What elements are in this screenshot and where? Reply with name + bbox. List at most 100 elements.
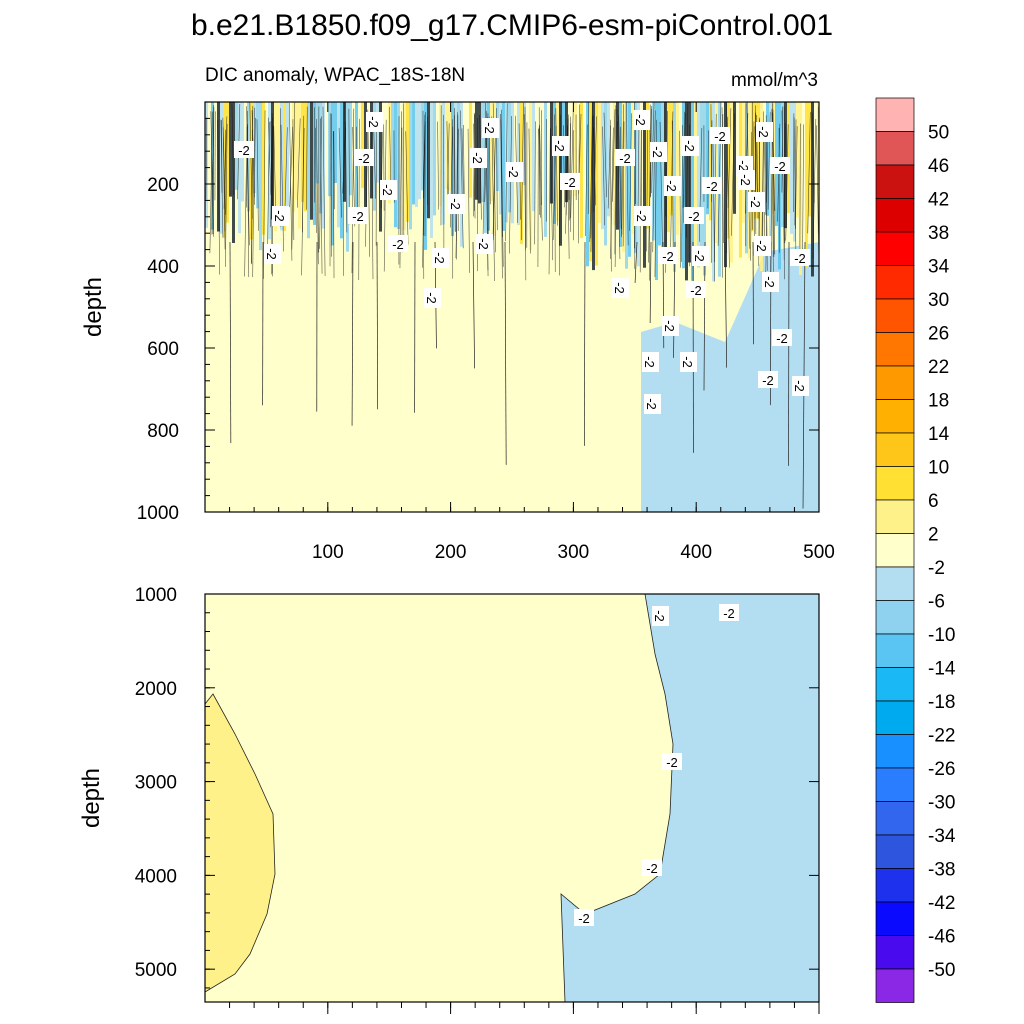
upper-panel: DIC anomaly, WPAC_18S-18N mmol/m^3 -2-2-… — [80, 65, 835, 563]
upper-surface-strip — [580, 102, 583, 238]
upper-surface-strip — [310, 102, 313, 220]
colorbar-tick-label: -30 — [928, 793, 955, 814]
upper-contour-line — [315, 127, 317, 233]
upper-axes: 100 200 300 400 500 200 400 600 800 1000 — [137, 102, 835, 563]
upper-surface-strip — [382, 102, 385, 238]
upper-contour-label: -2 — [686, 281, 706, 298]
colorbar-swatch — [875, 499, 915, 534]
upper-contour-line — [297, 118, 301, 208]
colorbar-tick-label: -50 — [928, 960, 955, 981]
upper-contour-label-text: -2 — [762, 373, 774, 388]
upper-x-tick-label: 500 — [803, 542, 835, 563]
upper-surface-strip — [226, 102, 229, 223]
upper-y-axis-label: depth — [80, 277, 107, 337]
upper-surface-strip — [379, 102, 382, 232]
upper-contour-line — [727, 108, 732, 208]
upper-x-tick-label: 200 — [435, 542, 467, 563]
upper-contour-spike — [703, 241, 706, 391]
upper-contour-line — [405, 131, 409, 245]
colorbar-swatch — [875, 265, 915, 300]
upper-contour-label-box — [633, 110, 650, 130]
colorbar-tick-label: -42 — [928, 893, 955, 914]
upper-contour-label: -2 — [662, 316, 679, 336]
upper-contour-line — [717, 102, 722, 246]
lower-contour-label: -2 — [574, 909, 594, 926]
upper-surface-strip — [436, 102, 439, 192]
upper-contour-label: -2 — [790, 249, 810, 266]
upper-surface-strip — [694, 102, 697, 259]
upper-contour-line — [343, 102, 345, 276]
colorbar-tick-label: 18 — [928, 391, 949, 412]
upper-y-tick-label: 400 — [147, 257, 179, 278]
upper-contour-line — [447, 123, 450, 195]
upper-surface-strip — [232, 102, 235, 243]
upper-contour-line — [648, 109, 652, 263]
lower-panel: -2 -2 -2 -2 -2 1000 2000 3000 4000 5000 depth — [78, 585, 820, 1014]
upper-contour-line — [273, 125, 277, 217]
upper-contour-label-box — [388, 235, 408, 252]
upper-contour-label-text: -2 — [736, 160, 751, 172]
upper-contour-line — [602, 126, 606, 226]
colorbar-swatch — [875, 97, 915, 132]
upper-x-tick-label: 300 — [558, 542, 590, 563]
upper-contour-line — [799, 123, 801, 264]
upper-contour-label: -2 — [366, 112, 383, 132]
upper-surface-strip — [406, 102, 409, 222]
upper-surface-strip — [757, 102, 760, 220]
upper-y-tick-label: 200 — [147, 175, 179, 196]
upper-contour-spike — [504, 241, 507, 465]
upper-contour-line — [794, 119, 797, 226]
upper-surface-strip — [724, 102, 727, 268]
upper-surface-strip — [814, 102, 817, 237]
upper-contour-label: -2 — [506, 162, 523, 182]
lower-contour-labels: -2 -2 -2 -2 -2 — [574, 604, 739, 926]
upper-contour-line — [524, 106, 527, 281]
upper-contour-label-box — [680, 352, 697, 372]
upper-x-tick-label: 400 — [680, 542, 712, 563]
colorbar-tick-label: 50 — [928, 123, 949, 144]
upper-contour-label-box — [710, 127, 730, 144]
colorbar-swatch — [875, 298, 915, 333]
upper-surface-strip — [676, 102, 679, 235]
colorbar-swatch — [875, 801, 915, 836]
upper-contour-spike — [472, 241, 475, 369]
colorbar-tick-label: -22 — [928, 726, 955, 747]
upper-surface-strip — [574, 102, 577, 197]
upper-surface-strip — [592, 102, 595, 271]
upper-plot-frame — [204, 101, 820, 513]
colorbar-tick-label: 46 — [928, 156, 949, 177]
upper-surface-strip — [427, 102, 430, 219]
upper-y-tick-label: 800 — [147, 421, 179, 442]
upper-contour-label-box — [380, 180, 397, 200]
upper-surface-strip — [655, 102, 658, 280]
upper-contour-label-text: -2 — [714, 129, 726, 144]
upper-contour-line — [252, 107, 255, 278]
upper-surface-strip — [424, 102, 427, 250]
upper-surface-strip — [304, 102, 307, 212]
upper-contour-line — [620, 126, 623, 237]
upper-contour-label-box — [756, 122, 773, 142]
upper-surface-strip — [340, 102, 343, 239]
colorbar-swatch — [875, 131, 915, 166]
upper-surface-strip — [430, 102, 433, 239]
upper-surface-strip — [643, 102, 646, 268]
upper-contour-line — [807, 111, 811, 234]
upper-surface-strip — [244, 102, 247, 247]
upper-contour-label-box — [758, 371, 778, 388]
upper-contour-label-box — [650, 142, 667, 162]
upper-surface-strip — [679, 102, 682, 220]
upper-contour-spike — [724, 241, 728, 368]
upper-contour-line — [205, 117, 208, 200]
colorbar-tick-label: 2 — [928, 525, 939, 546]
upper-surface-strip — [598, 102, 601, 223]
upper-surface-strip — [415, 102, 418, 207]
upper-contour-line — [217, 120, 220, 275]
upper-contour-line — [473, 123, 476, 219]
lower-contour-label-box — [662, 753, 682, 770]
upper-contour-label-box — [470, 148, 487, 168]
lower-axes: 1000 2000 3000 4000 5000 — [135, 585, 820, 1014]
upper-contour-label: -2 — [633, 110, 650, 130]
upper-contour-label-box — [642, 352, 659, 372]
upper-surface-strip — [316, 102, 319, 184]
upper-contour-label: -2 — [658, 247, 678, 264]
